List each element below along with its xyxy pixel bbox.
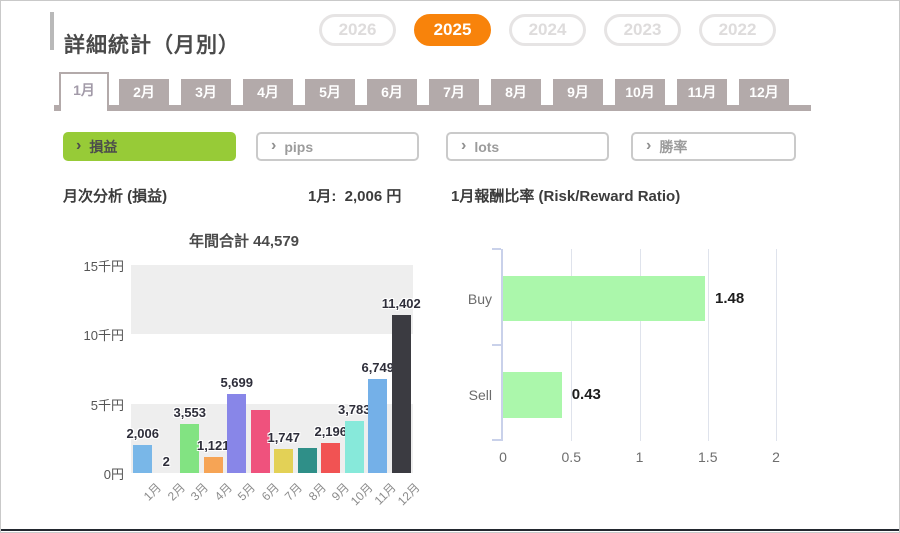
metric-button-lots[interactable]: › lots bbox=[446, 132, 609, 161]
x-axis-label: 1月 bbox=[140, 480, 165, 504]
y-axis-label: 10千円 bbox=[83, 328, 124, 344]
month-tabs-baseline bbox=[54, 105, 811, 111]
month-tab-8[interactable]: 8月 bbox=[491, 79, 541, 105]
bar-value-label: 5,699 bbox=[220, 374, 254, 390]
x-axis-label: 2月 bbox=[164, 480, 188, 504]
year-pill-2022[interactable]: 2022 bbox=[699, 14, 776, 46]
x-axis-label: 3月 bbox=[187, 480, 212, 504]
x-axis-label: 12月 bbox=[394, 480, 423, 509]
bar-4月[interactable] bbox=[203, 457, 223, 473]
month-tab-5[interactable]: 5月 bbox=[305, 79, 355, 105]
bar-value-label: 2 bbox=[162, 453, 170, 469]
month-tab-4[interactable]: 4月 bbox=[243, 79, 293, 105]
bar-value-label: 1,121 bbox=[196, 438, 230, 454]
right-chart-heading: 1月報酬比率 (Risk/Reward Ratio) bbox=[451, 188, 681, 205]
month-tab-1[interactable]: 1月 bbox=[59, 72, 109, 111]
year-pill-2026[interactable]: 2026 bbox=[319, 14, 396, 46]
year-selector: 2026 2025 2024 2023 2022 bbox=[319, 14, 776, 46]
x-axis-label: 7月 bbox=[281, 480, 306, 504]
bar-value-label: 2,196 bbox=[314, 423, 348, 439]
metric-button-pips[interactable]: › pips bbox=[256, 132, 419, 161]
bar-3月[interactable] bbox=[180, 423, 200, 473]
left-chart-x-axis-labels: 1月 2月 3月 4月 5月 6月 7月 8月 9月 10月 11月 12月 bbox=[131, 479, 423, 527]
chevron-right-icon: › bbox=[271, 136, 277, 154]
category-label-sell: Sell bbox=[468, 387, 492, 403]
month-tab-10[interactable]: 10月 bbox=[615, 79, 665, 105]
bar-sell[interactable] bbox=[503, 372, 562, 418]
footer-divider bbox=[1, 529, 899, 531]
bar-value-label: 1.48 bbox=[715, 289, 745, 307]
left-chart-heading: 月次分析 (損益) bbox=[63, 188, 168, 205]
axis-tick bbox=[492, 344, 501, 346]
bar-value-label: 1,747 bbox=[267, 429, 301, 445]
gridline bbox=[707, 249, 709, 441]
plot-band bbox=[131, 403, 413, 473]
bar-value-label: 6,749 bbox=[361, 360, 395, 376]
page-title: 詳細統計（月別） bbox=[64, 34, 240, 58]
bar-10月[interactable] bbox=[344, 420, 364, 473]
x-axis-label: 8月 bbox=[305, 480, 329, 504]
metric-button-label: lots bbox=[474, 138, 500, 155]
gridline bbox=[776, 249, 777, 441]
x-tick-label: 1.5 bbox=[698, 449, 718, 465]
bar-buy[interactable] bbox=[503, 276, 706, 321]
month-tab-9[interactable]: 9月 bbox=[553, 79, 603, 105]
month-tab-11[interactable]: 11月 bbox=[677, 79, 727, 105]
x-axis-label: 4月 bbox=[211, 480, 235, 504]
bar-11月[interactable] bbox=[368, 379, 388, 473]
x-tick-label: 0 bbox=[499, 449, 507, 465]
month-tab-6[interactable]: 6月 bbox=[367, 79, 417, 105]
chevron-right-icon: › bbox=[646, 136, 652, 154]
month-tab-7[interactable]: 7月 bbox=[429, 79, 479, 105]
gridline bbox=[639, 249, 641, 441]
bar-9月[interactable] bbox=[321, 442, 341, 473]
metric-button-label: 損益 bbox=[89, 138, 118, 155]
bar-8月[interactable] bbox=[297, 448, 317, 473]
metric-button-label: pips bbox=[284, 138, 314, 155]
selected-month-value: 1月: 2,006 円 bbox=[308, 188, 402, 205]
month-tab-2[interactable]: 2月 bbox=[119, 79, 169, 105]
bar-value-label: 0.43 bbox=[571, 386, 601, 403]
x-axis-label: 6月 bbox=[258, 480, 282, 504]
metric-button-pnl[interactable]: › 損益 bbox=[63, 132, 236, 161]
bar-5月[interactable] bbox=[227, 393, 247, 473]
risk-reward-chart: 0 0.5 1 1.5 2 1.48 Buy 0.43 Sell bbox=[468, 248, 795, 465]
bar-7月[interactable] bbox=[274, 448, 294, 473]
metric-button-win-rate[interactable]: › 勝率 bbox=[631, 132, 796, 161]
bar-value-label: 3,783 bbox=[337, 401, 371, 417]
chevron-right-icon: › bbox=[461, 136, 467, 154]
x-tick-label: 1 bbox=[635, 449, 644, 465]
gridline bbox=[571, 249, 573, 441]
year-pill-2023[interactable]: 2023 bbox=[604, 14, 681, 46]
y-axis-label: 15千円 bbox=[83, 259, 124, 274]
monthly-bar-chart: 2,006 2 3,553 1,121 5,699 1,747 2,196 3,783 6,74… bbox=[126, 265, 421, 473]
bar-1月[interactable] bbox=[133, 445, 153, 473]
chevron-right-icon: › bbox=[76, 136, 82, 154]
year-pill-2025[interactable]: 2025 bbox=[414, 14, 491, 46]
year-pill-2024[interactable]: 2024 bbox=[509, 14, 586, 46]
axis-tick bbox=[492, 439, 501, 441]
y-axis-label: 5千円 bbox=[90, 397, 124, 413]
metric-button-label: 勝率 bbox=[659, 138, 688, 155]
bar-value-label: 3,553 bbox=[173, 404, 207, 420]
plot-band bbox=[131, 265, 413, 335]
bar-6月[interactable] bbox=[250, 409, 270, 473]
bar-value-label: 2,006 bbox=[126, 426, 160, 442]
x-tick-label: 2 bbox=[772, 449, 780, 465]
x-tick-label: 0.5 bbox=[561, 449, 581, 465]
month-tab-3[interactable]: 3月 bbox=[181, 79, 231, 105]
title-accent-bar bbox=[50, 12, 54, 50]
x-axis-label: 5月 bbox=[234, 480, 259, 504]
category-label-buy: Buy bbox=[467, 290, 492, 307]
axis-tick bbox=[492, 248, 501, 250]
y-axis-label: 0円 bbox=[103, 467, 124, 482]
bar-value-label: 11,402 bbox=[381, 295, 421, 311]
annual-total-title: 年間合計 44,579 bbox=[188, 233, 300, 250]
month-tab-12[interactable]: 12月 bbox=[739, 79, 789, 105]
bar-12月[interactable] bbox=[391, 314, 411, 473]
